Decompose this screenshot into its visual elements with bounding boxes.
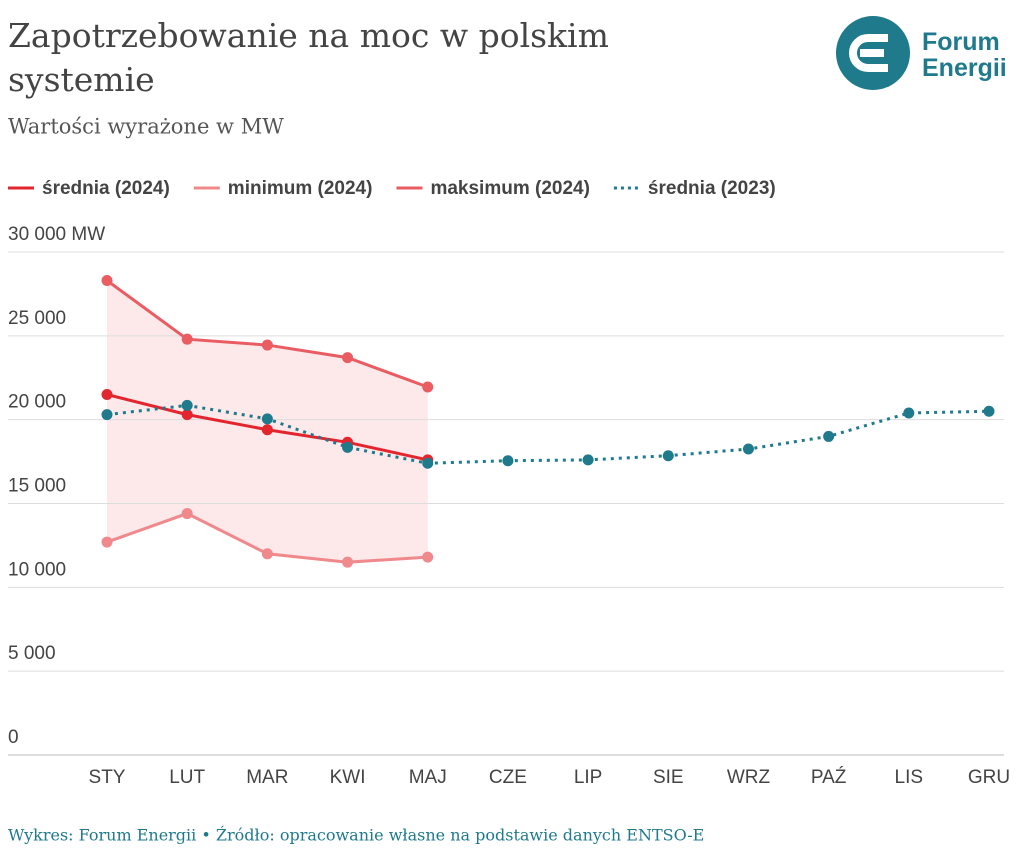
point — [422, 551, 434, 563]
point — [261, 339, 273, 351]
point — [342, 556, 354, 568]
point — [181, 409, 193, 421]
x-tick-label: LIP — [574, 767, 603, 788]
point — [101, 409, 113, 421]
x-tick-label: PAŹ — [811, 767, 847, 788]
x-tick-label: SIE — [653, 767, 684, 788]
point — [101, 389, 113, 401]
y-tick-label: 0 — [8, 727, 19, 748]
point — [342, 352, 354, 364]
point — [101, 275, 113, 287]
point — [261, 413, 273, 425]
x-tick-label: WRZ — [727, 767, 771, 788]
x-tick-label: GRU — [968, 767, 1010, 788]
x-tick-label: MAR — [246, 767, 288, 788]
y-tick-label: 10 000 — [8, 559, 66, 580]
point — [342, 441, 354, 453]
y-tick-label: 20 000 — [8, 392, 66, 413]
x-tick-label: MAJ — [409, 767, 447, 788]
point — [903, 407, 915, 419]
y-tick-label: 5 000 — [8, 643, 56, 664]
point — [742, 443, 754, 455]
y-tick-label: 25 000 — [8, 308, 66, 329]
point — [422, 457, 434, 469]
point — [502, 455, 514, 467]
point — [261, 548, 273, 560]
point — [181, 508, 193, 520]
legend-label: średnia (2023) — [648, 178, 776, 199]
chart-subtitle: Wartości wyrażone w MW — [8, 115, 284, 139]
point — [181, 399, 193, 411]
x-tick-label: LIS — [895, 767, 924, 788]
source: Wykres: Forum Energii • Źródło: opracowa… — [8, 825, 704, 845]
logo-e — [849, 34, 888, 72]
y-tick-label: 15 000 — [8, 476, 66, 497]
y-tick-label: 30 000 MW — [8, 224, 105, 245]
point — [101, 536, 113, 548]
point — [983, 405, 995, 417]
x-tick-label: LUT — [169, 767, 205, 788]
legend-label: minimum (2024) — [228, 178, 373, 199]
logo: Forum Energii — [836, 16, 1007, 90]
point — [662, 450, 674, 462]
legend-label: średnia (2024) — [42, 178, 170, 199]
point — [181, 333, 193, 345]
x-tick-label: STY — [89, 767, 126, 788]
logo-text: Forum Energii — [922, 28, 1007, 82]
point — [582, 454, 594, 466]
x-tick-label: CZE — [489, 767, 527, 788]
point — [422, 381, 434, 393]
legend-label: maksimum (2024) — [430, 178, 589, 199]
chart-title: Zapotrzebowanie na moc w polskim systemie — [8, 16, 609, 99]
point — [261, 424, 273, 436]
series-line — [106, 403, 990, 465]
x-tick-label: KWI — [330, 767, 366, 788]
point — [823, 430, 835, 442]
